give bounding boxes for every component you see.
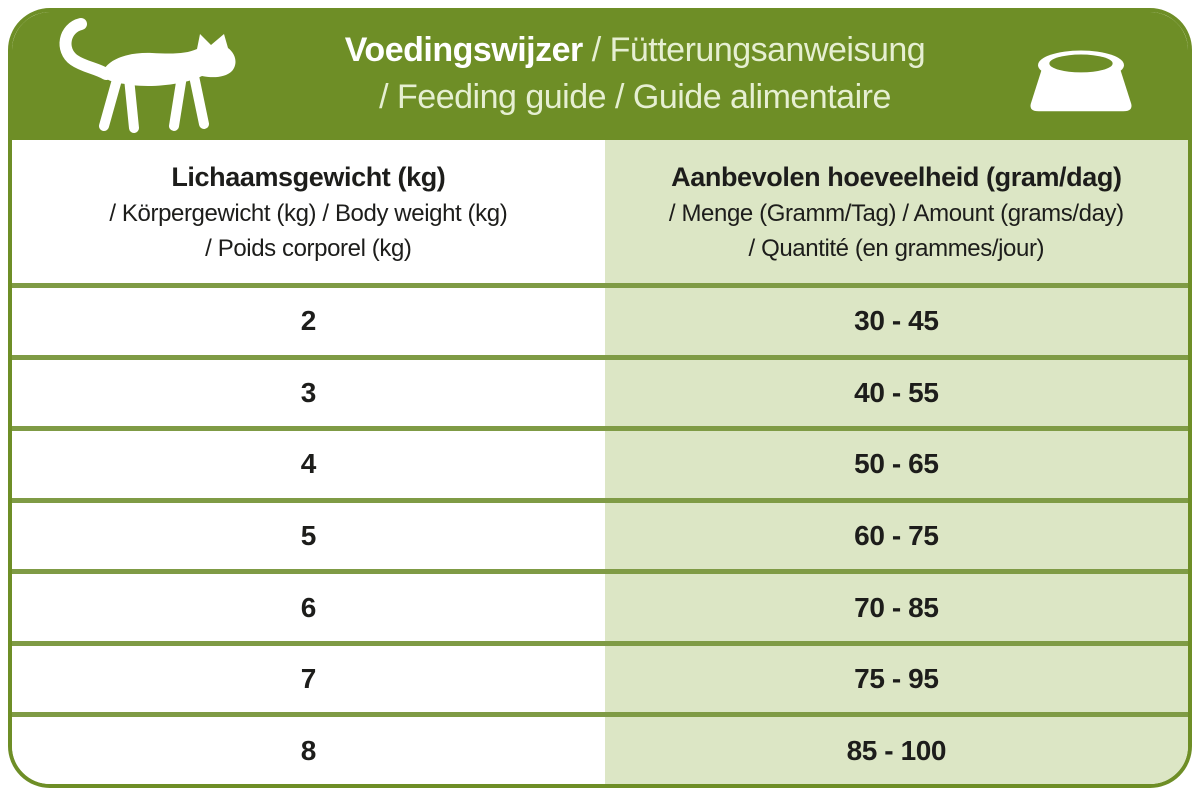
table-row: 6 70 - 85: [12, 569, 1188, 641]
weight-cell: 4: [12, 431, 605, 498]
amount-column-header: Aanbevolen hoeveelheid (gram/dag) / Meng…: [604, 140, 1188, 283]
weight-column-subtitle1: / Körpergewicht (kg) / Body weight (kg): [109, 199, 508, 227]
header-title-line2: / Feeding guide / Guide alimentaire: [379, 78, 891, 116]
amount-cell: 60 - 75: [604, 502, 1188, 570]
header-title-line1: Voedingswijzer / Fütterungsanweisung: [262, 27, 1008, 74]
cat-silhouette-icon: [34, 14, 262, 141]
weight-cell: 5: [12, 502, 605, 570]
table-row: 3 40 - 55: [12, 354, 1188, 427]
table-row: 4 50 - 65: [12, 426, 1188, 498]
amount-cell: 85 - 100: [604, 717, 1188, 784]
table-row: 2 30 - 45: [12, 283, 1188, 355]
weight-cell: 8: [12, 717, 605, 784]
title-secondary: / Fütterungsanweisung: [582, 31, 926, 69]
weight-cell: 2: [12, 288, 605, 355]
weight-cell: 6: [12, 574, 605, 641]
feeding-table: Lichaamsgewicht (kg) / Körpergewicht (kg…: [12, 140, 1188, 784]
table-row: 7 75 - 95: [12, 640, 1188, 713]
table-row: 8 85 - 100: [12, 712, 1188, 784]
table-row: 5 60 - 75: [12, 497, 1188, 570]
header-title: Voedingswijzer / Fütterungsanweisung / F…: [262, 27, 1008, 121]
weight-cell: 7: [12, 645, 605, 713]
weight-column-header: Lichaamsgewicht (kg) / Körpergewicht (kg…: [12, 140, 605, 283]
amount-column-subtitle1: / Menge (Gramm/Tag) / Amount (grams/day): [668, 199, 1124, 227]
pet-bowl-icon: [1008, 28, 1154, 125]
amount-cell: 30 - 45: [604, 288, 1188, 355]
amount-cell: 70 - 85: [604, 574, 1188, 641]
table-header-row: Lichaamsgewicht (kg) / Körpergewicht (kg…: [12, 140, 1188, 283]
weight-column-title: Lichaamsgewicht (kg): [171, 161, 446, 192]
amount-cell: 50 - 65: [604, 431, 1188, 498]
feeding-guide-card: Voedingswijzer / Fütterungsanweisung / F…: [8, 8, 1192, 788]
amount-cell: 40 - 55: [604, 359, 1188, 427]
amount-cell: 75 - 95: [604, 645, 1188, 713]
title-primary: Voedingswijzer: [344, 31, 583, 69]
amount-column-subtitle2: / Quantité (en grammes/jour): [748, 234, 1045, 262]
weight-cell: 3: [12, 359, 605, 427]
header-banner: Voedingswijzer / Fütterungsanweisung / F…: [12, 12, 1188, 140]
amount-column-title: Aanbevolen hoeveelheid (gram/dag): [671, 161, 1122, 192]
weight-column-subtitle2: / Poids corporel (kg): [205, 234, 412, 262]
